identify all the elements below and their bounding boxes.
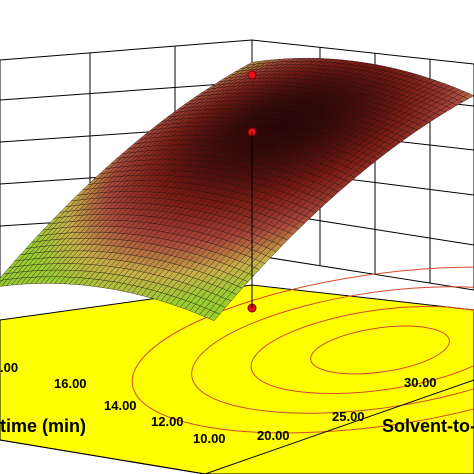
y-tick: 20.00 (257, 428, 290, 443)
x-tick: 16.00 (54, 376, 87, 391)
x-tick: 12.00 (151, 414, 184, 429)
axes: .00 16.00 14.00 12.00 10.00 20.00 25.00 … (0, 360, 474, 474)
x-tick: .00 (0, 360, 18, 375)
y-tick: 25.00 (332, 409, 365, 424)
x-axis-title: time (min) (0, 416, 86, 436)
y-tick: 30.00 (404, 375, 437, 390)
x-tick: 10.00 (193, 431, 226, 446)
x-axis-ticks: .00 16.00 14.00 12.00 10.00 (0, 360, 226, 446)
x-tick: 14.00 (104, 398, 137, 413)
point-top (247, 70, 257, 80)
response-surface (0, 58, 474, 322)
y-axis-ticks: 20.00 25.00 30.00 (257, 375, 437, 443)
y-axis-title: Solvent-to- (382, 416, 474, 436)
design-points (247, 70, 257, 313)
